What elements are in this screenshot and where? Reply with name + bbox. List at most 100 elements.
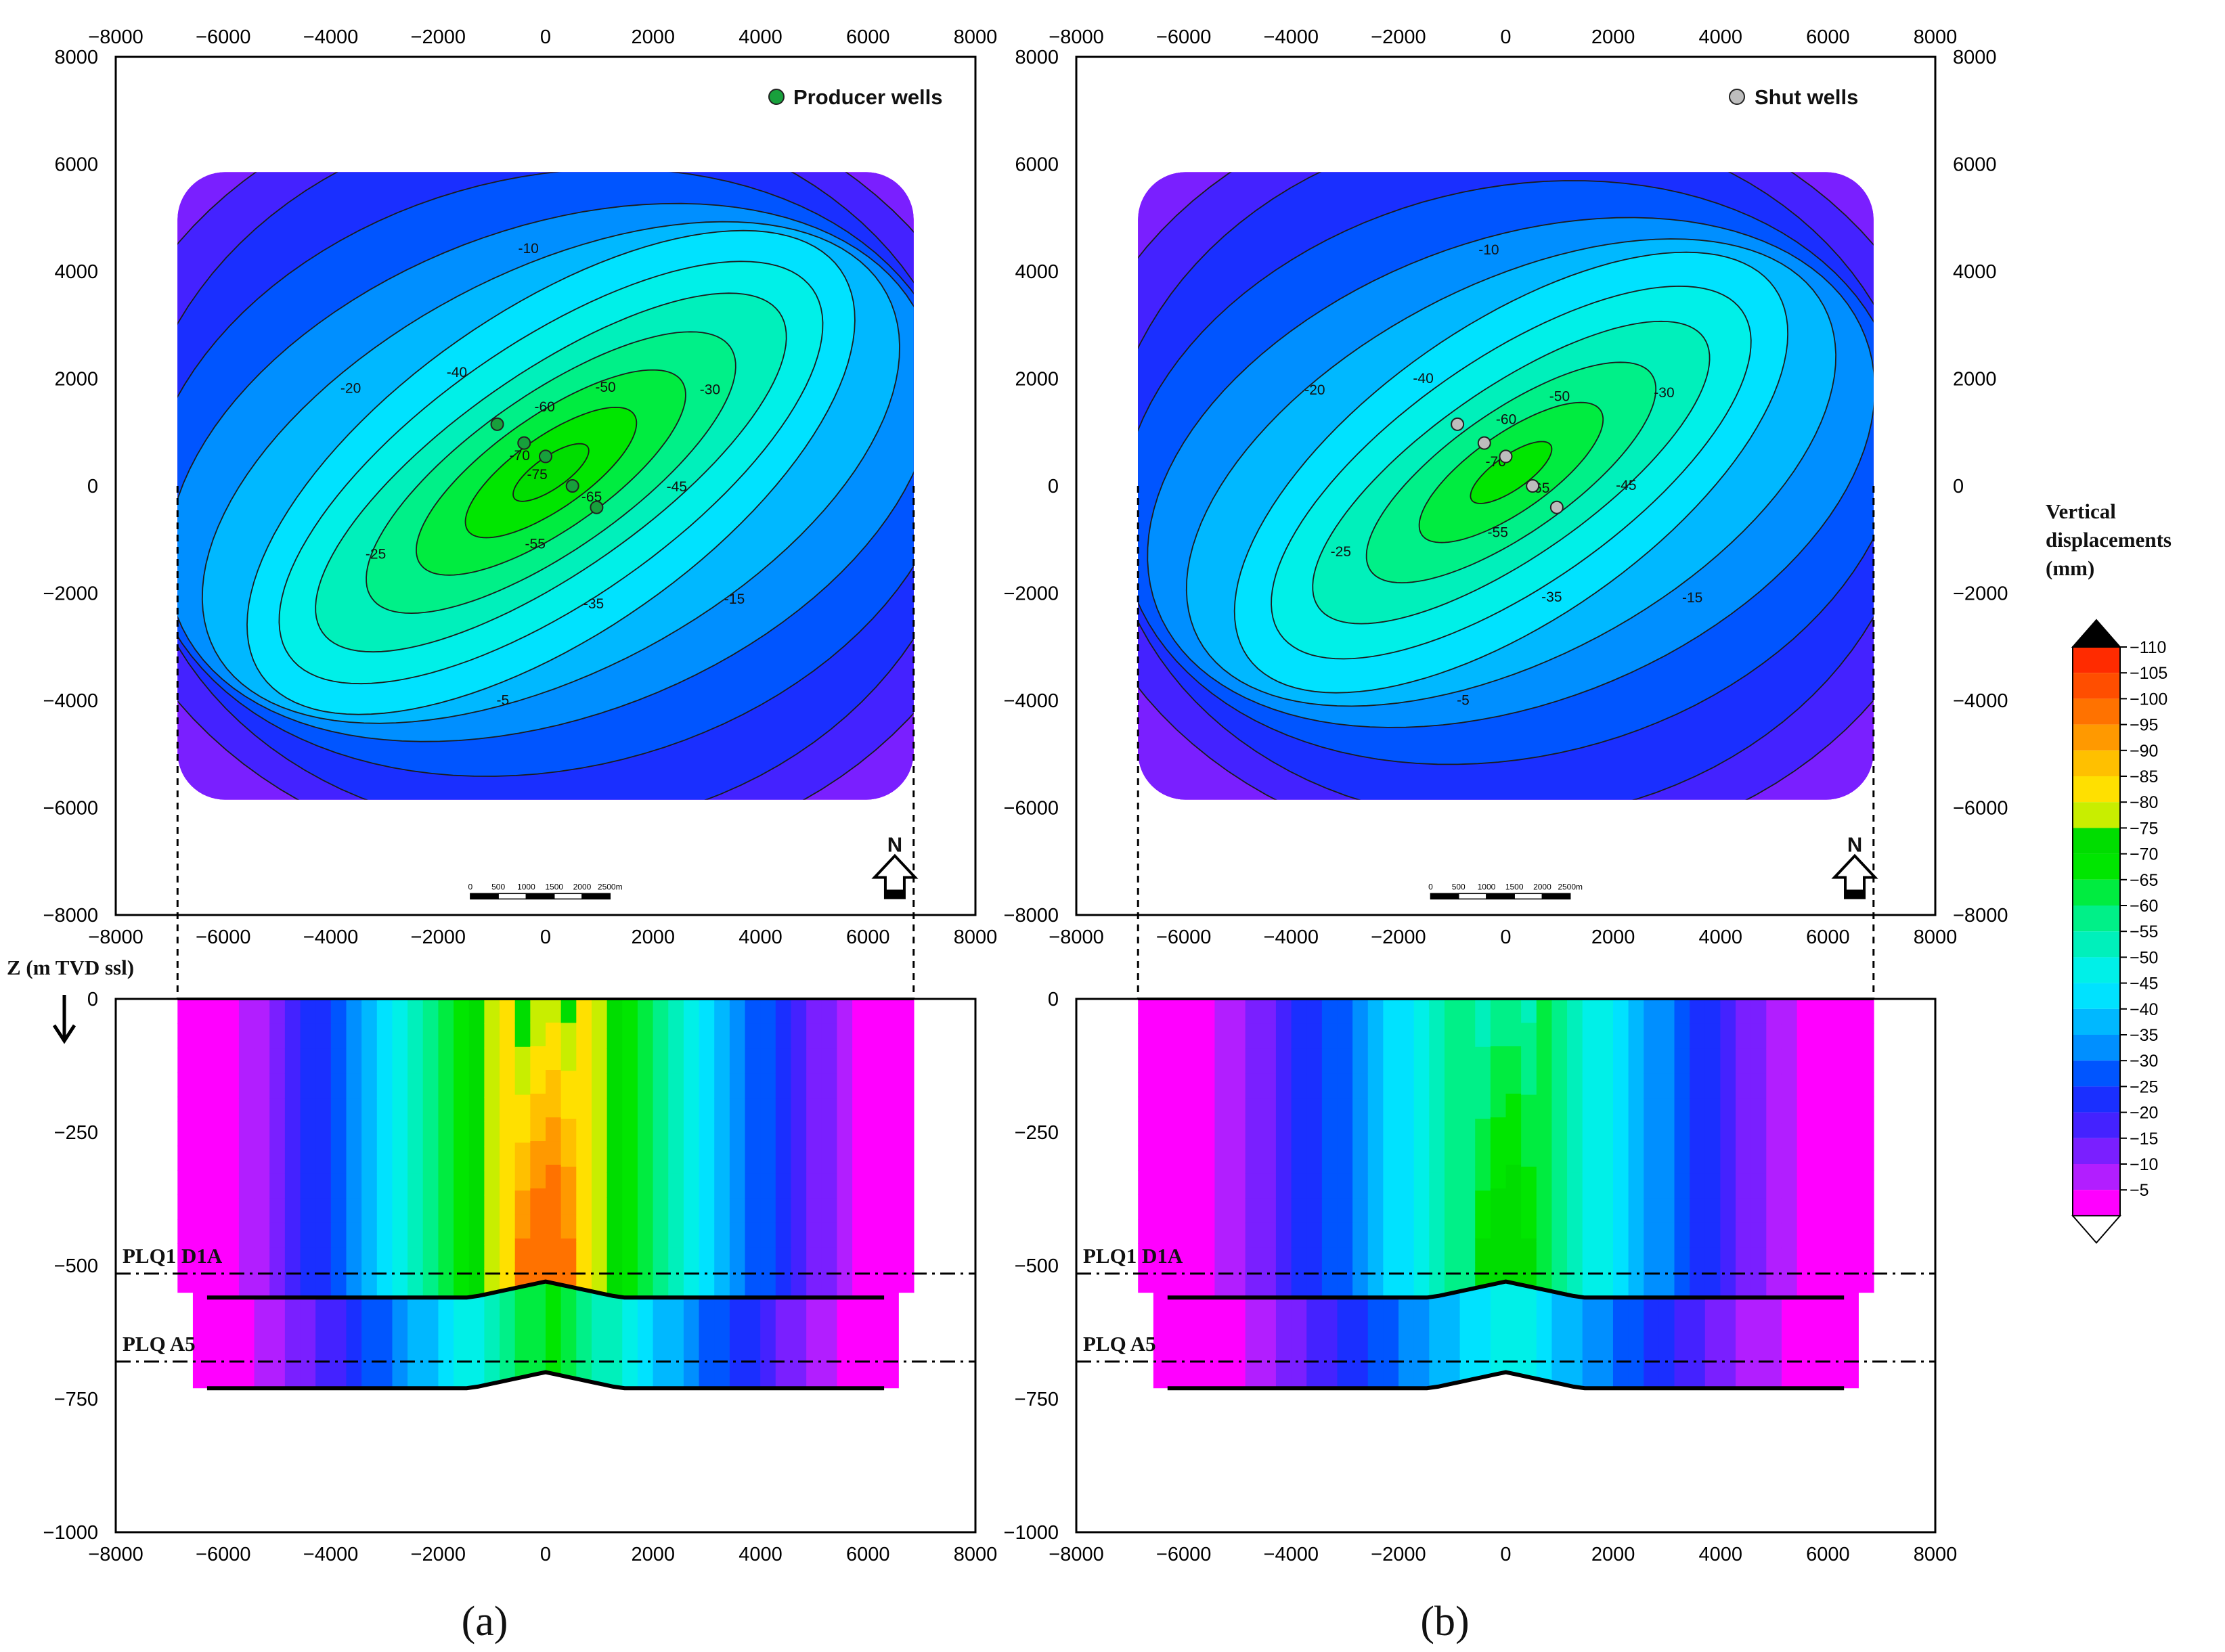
section-cell xyxy=(622,1148,638,1174)
section-cell xyxy=(177,1268,194,1293)
section-cell xyxy=(1567,1023,1583,1050)
plan-y-tick-left: 6000 xyxy=(1015,154,1059,176)
section-cell xyxy=(852,1023,868,1050)
section-cell xyxy=(1797,1123,1813,1149)
section-x-tick: −4000 xyxy=(1264,1544,1319,1565)
section-cell xyxy=(1827,1173,1844,1199)
section-cell xyxy=(330,999,347,1025)
section-cell xyxy=(1628,1272,1645,1299)
section-cell xyxy=(1628,1173,1645,1199)
reservoir-bottom-boundary xyxy=(1167,1370,1845,1391)
section-cell xyxy=(653,1272,669,1299)
section-cell xyxy=(1766,1222,1782,1249)
plan-x-tick-bottom: 0 xyxy=(1500,927,1511,948)
section-cell xyxy=(546,1165,562,1189)
plan-contour-label: -30 xyxy=(1654,385,1674,401)
section-cell xyxy=(775,1222,792,1249)
section-cell xyxy=(1475,1190,1491,1215)
section-cell xyxy=(699,1148,715,1174)
section-lower-cell xyxy=(1567,1296,1583,1387)
section-cell xyxy=(1260,1073,1277,1099)
section-cell xyxy=(775,1247,792,1274)
section-cell xyxy=(576,1096,592,1121)
section-cell xyxy=(1567,1172,1583,1198)
section-lower-cell xyxy=(560,1286,577,1377)
section-cell xyxy=(729,1048,746,1075)
section-cell xyxy=(376,1198,393,1224)
section-cell xyxy=(1260,1173,1277,1199)
section-cell xyxy=(330,1073,347,1099)
section-cell xyxy=(1321,1073,1338,1099)
section-cell xyxy=(546,1094,562,1118)
section-cell xyxy=(1214,1098,1231,1124)
section-cell xyxy=(284,999,301,1025)
section-cell xyxy=(1536,1168,1553,1194)
section-cell xyxy=(1704,1272,1721,1299)
section-cell xyxy=(791,1023,807,1050)
section-cell xyxy=(422,1148,439,1174)
section-cell xyxy=(1475,1142,1491,1167)
section-cell xyxy=(699,1247,715,1274)
section-cell xyxy=(1612,999,1629,1025)
section-cell xyxy=(1551,1048,1568,1073)
section-cell xyxy=(1781,1048,1798,1075)
section-cell xyxy=(454,1123,470,1149)
section-cell xyxy=(177,1096,194,1122)
section-lower-cell xyxy=(791,1297,807,1389)
section-cell xyxy=(269,1198,286,1224)
section-cell xyxy=(500,1144,516,1169)
section-cell xyxy=(1337,1073,1353,1099)
section-cell xyxy=(637,1048,654,1075)
section-cell xyxy=(284,1173,301,1199)
section-cell xyxy=(745,1198,761,1224)
section-cell xyxy=(1459,1265,1476,1291)
section-cell xyxy=(837,1048,853,1075)
section-cell xyxy=(683,1198,700,1224)
section-cell xyxy=(530,1236,546,1260)
section-cell xyxy=(1843,1096,1859,1122)
section-cell xyxy=(254,1023,271,1050)
section-cell xyxy=(1704,1247,1721,1274)
section-lower-cell xyxy=(1736,1297,1752,1389)
section-cell xyxy=(1567,1222,1583,1247)
section-cell xyxy=(1490,1023,1507,1047)
section-cell xyxy=(269,1098,286,1124)
section-cell xyxy=(852,1123,868,1149)
section-cell xyxy=(1352,1148,1369,1174)
plan-frame xyxy=(1075,55,1937,916)
section-cell xyxy=(1797,1272,1813,1299)
section-cell xyxy=(1321,1048,1338,1075)
colorbar-tick-label: −70 xyxy=(2130,845,2158,864)
section-cell xyxy=(1138,1243,1154,1269)
section-cell xyxy=(729,1272,746,1299)
section-cell xyxy=(392,1048,408,1075)
section-cell xyxy=(208,1073,225,1099)
section-cell xyxy=(1750,1247,1767,1274)
section-cell xyxy=(1199,1272,1216,1299)
section-lower-cell xyxy=(484,1293,500,1384)
section-cell xyxy=(1475,1023,1491,1048)
section-cell xyxy=(591,1195,608,1220)
section-cell xyxy=(1291,1222,1308,1249)
section-cell xyxy=(1260,1098,1277,1124)
section-cell xyxy=(898,1048,915,1073)
section-cell xyxy=(1536,1192,1553,1218)
section-cell xyxy=(269,999,286,1025)
section-cell xyxy=(1690,1048,1706,1075)
section-cell xyxy=(898,1243,915,1269)
section-cell xyxy=(883,1219,899,1244)
section-cell xyxy=(576,1047,592,1073)
section-cell xyxy=(484,1023,500,1049)
section-cell xyxy=(714,1272,730,1299)
section-cell xyxy=(1720,1247,1736,1274)
section-cell xyxy=(468,1172,485,1198)
section-cell xyxy=(1521,1238,1537,1264)
section-cell xyxy=(1812,1173,1828,1199)
section-cell xyxy=(1736,1023,1752,1050)
section-cell xyxy=(1536,1241,1553,1266)
section-cell xyxy=(392,1173,408,1199)
section-cell xyxy=(1598,1048,1614,1075)
section-cell xyxy=(1475,1166,1491,1192)
section-cell xyxy=(238,1123,255,1149)
section-cell xyxy=(1843,1268,1859,1293)
